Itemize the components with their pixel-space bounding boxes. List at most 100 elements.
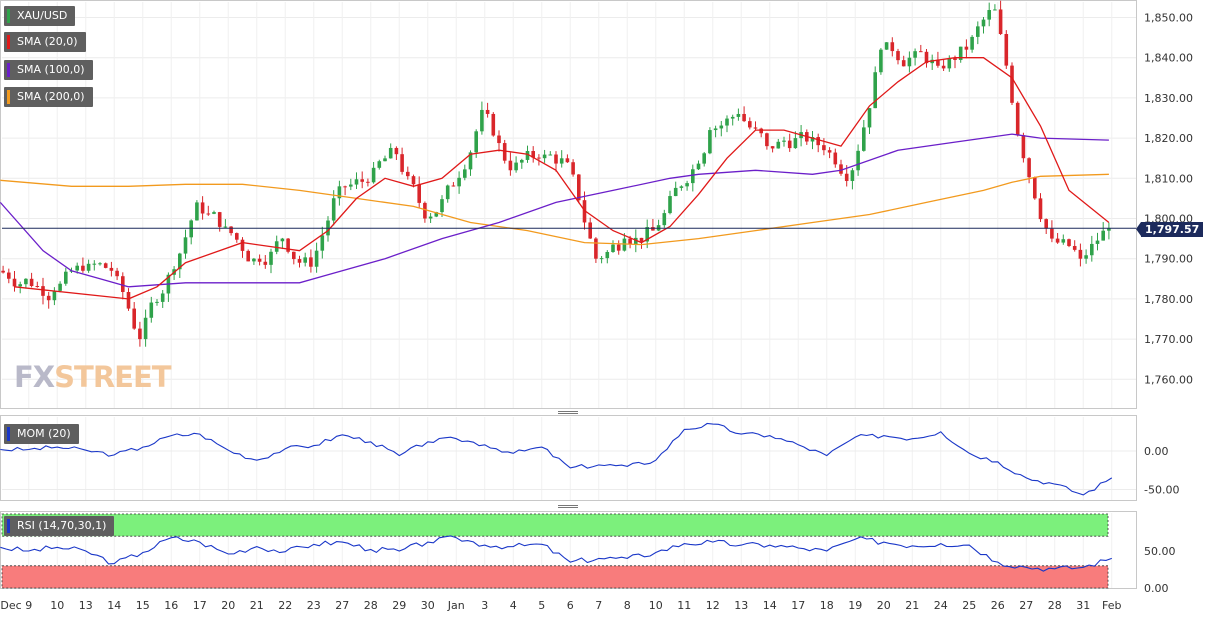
candle-body (691, 169, 695, 184)
x-tick-label: 6 (567, 599, 574, 612)
legend-sma200[interactable]: SMA (200,0) (4, 87, 93, 107)
candle-body (337, 186, 342, 199)
candle-body (240, 239, 245, 251)
splitter-handle-1[interactable] (558, 411, 578, 414)
candle-body (18, 284, 22, 287)
candle-body (839, 164, 843, 174)
legend-rsi-label: RSI (14,70,30,1) (17, 519, 107, 532)
candle-body (588, 222, 592, 239)
x-tick-label: Feb (1102, 599, 1121, 612)
candle-body (41, 286, 45, 296)
candle-body (1033, 177, 1037, 199)
splitter-handle-2[interactable] (558, 505, 578, 508)
mom-ytick-label: 0.00 (1144, 445, 1169, 458)
candle-body (314, 250, 319, 267)
candle-body (235, 233, 239, 240)
mom-ytick-label: -50.00 (1144, 484, 1179, 497)
candle-body (81, 265, 85, 271)
candle-body (269, 251, 273, 265)
candle-body (212, 212, 216, 214)
candle-body (936, 59, 940, 66)
x-tick-label: 4 (510, 599, 517, 612)
candle-body (685, 183, 689, 187)
candle-body (406, 171, 410, 177)
candle-body (126, 291, 131, 309)
candle-body (770, 146, 775, 149)
candle-body (594, 238, 598, 259)
candle-body (919, 51, 923, 53)
legend-rsi[interactable]: RSI (14,70,30,1) (4, 516, 115, 536)
x-tick-label: 28 (364, 599, 378, 612)
candle-body (958, 46, 963, 60)
candle-body (1090, 243, 1094, 256)
x-tick-label: 20 (221, 599, 235, 612)
candle-body (879, 49, 883, 73)
candle-body (103, 263, 108, 268)
candle-body (827, 150, 832, 153)
candle-body (451, 185, 456, 187)
candle-body (132, 308, 136, 329)
candle-body (867, 108, 872, 128)
candle-body (440, 199, 444, 213)
price-ytick-label: 1,850.00 (1144, 12, 1193, 25)
candle-body (708, 130, 712, 154)
candle-body (366, 181, 370, 183)
candle-body (765, 133, 769, 147)
candle-body (559, 158, 564, 164)
candle-body (964, 46, 969, 50)
candle-body (850, 170, 855, 181)
candle-body (371, 167, 376, 183)
x-tick-label: Dec (0, 599, 21, 612)
candle-body (816, 137, 820, 146)
legend-symbol-label: XAU/USD (17, 9, 68, 22)
candle-body (662, 213, 667, 226)
legend-swatch-rsi (7, 519, 10, 533)
sma100-line (0, 133, 1109, 288)
candle-body (383, 158, 387, 162)
candle-body (1015, 102, 1020, 136)
legend-mom[interactable]: MOM (20) (4, 424, 79, 444)
candle-body (947, 58, 952, 69)
candle-body (292, 251, 296, 260)
candle-body (970, 36, 974, 50)
candlestick-series (1, 0, 1111, 347)
candle-body (776, 141, 781, 149)
candle-body (377, 161, 382, 168)
candle-body (1010, 65, 1014, 103)
legend-swatch-mom (7, 427, 10, 441)
candle-body (457, 177, 461, 187)
x-tick-label: 10 (649, 599, 663, 612)
legend-swatch-sma100 (7, 63, 10, 77)
candle-body (497, 135, 501, 144)
candle-body (1101, 230, 1105, 241)
candle-body (46, 295, 51, 301)
x-tick-label: 23 (307, 599, 321, 612)
candle-body (98, 263, 102, 265)
candle-body (360, 179, 364, 182)
legend-sma100[interactable]: SMA (100,0) (4, 60, 93, 80)
candle-body (616, 244, 621, 251)
candle-body (696, 163, 701, 170)
candle-body (155, 301, 159, 303)
candle-body (1050, 228, 1054, 239)
legend-sma20[interactable]: SMA (20,0) (4, 32, 86, 52)
candle-body (639, 237, 644, 242)
mom-panel-frame (0, 415, 1137, 501)
candle-body (525, 151, 530, 160)
candle-body (200, 202, 205, 214)
x-tick-label: 14 (107, 599, 121, 612)
candle-body (502, 143, 507, 161)
last-price-tag: 1,797.57 (1135, 222, 1204, 237)
candle-body (520, 159, 524, 163)
mom-line (0, 422, 1113, 496)
candle-body (1055, 238, 1060, 243)
legend-swatch-sma200 (7, 90, 10, 104)
candle-body (303, 257, 307, 263)
x-tick-label: 9 (25, 599, 32, 612)
legend-symbol[interactable]: XAU/USD (4, 6, 76, 26)
candle-body (508, 160, 513, 171)
candle-body (286, 238, 290, 252)
candle-body (981, 19, 986, 27)
candle-body (605, 251, 610, 259)
candle-body (411, 176, 416, 185)
